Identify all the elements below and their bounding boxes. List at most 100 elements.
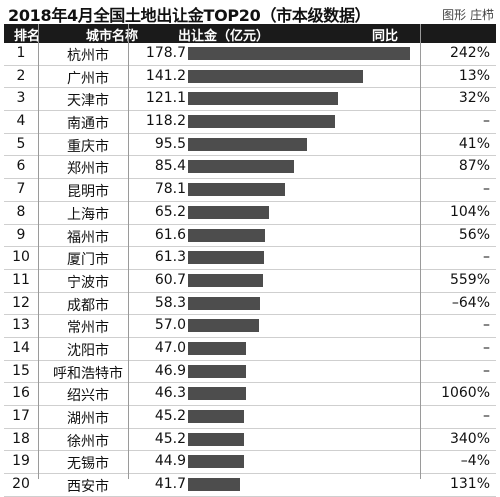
city-name: 沈阳市 — [67, 342, 109, 359]
city-name: 南通市 — [67, 116, 109, 133]
city-name: 无锡市 — [67, 456, 109, 473]
bar — [188, 69, 364, 83]
rank-cell: 16 — [12, 385, 30, 402]
yoy-cell: –4% — [460, 453, 490, 470]
city-name: 宁波市 — [67, 274, 109, 291]
header-rank: 排名 — [14, 29, 41, 44]
table-row: 3 天津市 121.1 32% — [4, 88, 496, 112]
credit: 图形 庄栉 — [442, 8, 494, 22]
yoy-cell: – — [483, 249, 490, 266]
bar — [188, 183, 286, 197]
yoy-cell: 32% — [458, 90, 490, 107]
divider — [128, 24, 129, 479]
city-name: 呼和浩特市 — [53, 365, 123, 382]
table-row: 14 沈阳市 47.0 – — [4, 338, 496, 361]
table-row: 13 常州市 57.0 – — [4, 315, 496, 338]
rank-cell: 1 — [16, 45, 26, 61]
rank-cell: 12 — [12, 294, 30, 311]
table-row: 16 绍兴市 46.3 1060% — [4, 383, 496, 406]
rank-cell: 5 — [16, 135, 26, 152]
rank-cell: 4 — [16, 113, 26, 130]
bar — [188, 160, 295, 174]
table-row: 7 昆明市 78.1 – — [4, 179, 496, 202]
value-label: 118.2 — [145, 113, 186, 130]
yoy-cell: – — [483, 362, 490, 379]
value-label: 45.2 — [154, 408, 186, 424]
city-name: 福州市 — [67, 229, 109, 246]
table-row: 6 郑州市 85.4 87% — [4, 156, 496, 180]
page: 2018年4月全国土地出让金TOP20（市本级数据） 图形 庄栉 排名 城市名称… — [4, 6, 496, 497]
value-label: 60.7 — [154, 271, 186, 288]
value-label: 45.2 — [154, 430, 186, 447]
bar — [188, 92, 339, 106]
header-value: 出让金（亿元） — [178, 29, 270, 44]
yoy-cell: 242% — [449, 45, 490, 61]
city-name: 昆明市 — [67, 184, 109, 201]
city-name: 天津市 — [67, 93, 109, 110]
table-row: 11 宁波市 60.7 559% — [4, 270, 496, 293]
table-row: 18 徐州市 45.2 340% — [4, 429, 496, 452]
yoy-cell: 87% — [458, 158, 490, 175]
city-name: 常州市 — [67, 320, 109, 337]
city-name: 广州市 — [67, 70, 109, 87]
yoy-cell: 41% — [458, 135, 490, 152]
bar — [188, 228, 265, 242]
bar — [188, 47, 410, 60]
table-row: 17 湖州市 45.2 – — [4, 406, 496, 429]
city-name: 徐州市 — [67, 433, 109, 450]
rank-cell: 13 — [12, 317, 30, 334]
city-name: 杭州市 — [67, 48, 109, 64]
table-row: 4 南通市 118.2 – — [4, 111, 496, 134]
yoy-cell: 131% — [449, 476, 490, 493]
table-row: 1 杭州市 178.7 242% — [4, 43, 496, 66]
rank-cell: 19 — [12, 453, 30, 470]
rank-cell: 3 — [16, 90, 26, 107]
city-name: 绍兴市 — [67, 388, 109, 405]
value-label: 47.0 — [154, 339, 186, 356]
rank-cell: 17 — [12, 408, 30, 424]
value-label: 44.9 — [154, 453, 186, 470]
bar — [188, 387, 246, 401]
divider — [38, 24, 39, 479]
city-name: 成都市 — [67, 297, 109, 314]
value-label: 65.2 — [154, 203, 186, 220]
bar — [188, 455, 244, 469]
yoy-cell: –64% — [451, 294, 490, 311]
bar — [188, 364, 247, 378]
bar — [188, 205, 269, 219]
value-label: 61.6 — [154, 226, 186, 243]
value-label: 46.9 — [154, 362, 186, 379]
header-city: 城市名称 — [86, 29, 139, 44]
yoy-cell: 559% — [449, 271, 490, 288]
value-label: 141.2 — [145, 67, 186, 84]
yoy-cell: – — [483, 339, 490, 356]
city-name: 重庆市 — [67, 138, 109, 155]
chart-title: 2018年4月全国土地出让金TOP20（市本级数据） — [8, 6, 371, 25]
rows-container: 1 杭州市 178.7 242% 2 广州市 141.2 13% 3 天津市 121.1 32% 4 南通… — [4, 43, 496, 497]
table-row: 20 西安市 41.7 131% — [4, 474, 496, 497]
bar — [188, 410, 245, 423]
bar — [188, 341, 247, 355]
table-row: 9 福州市 61.6 56% — [4, 225, 496, 248]
rank-cell: 11 — [12, 271, 30, 288]
bar — [188, 251, 265, 265]
rank-cell: 2 — [16, 67, 26, 84]
header-yoy: 同比 — [372, 29, 399, 44]
bar — [188, 478, 240, 492]
table-header: 排名 城市名称 出让金（亿元） 同比 — [4, 24, 496, 44]
yoy-cell: – — [483, 317, 490, 334]
value-label: 121.1 — [145, 90, 186, 107]
rank-cell: 8 — [16, 203, 26, 220]
table-row: 12 成都市 58.3 –64% — [4, 293, 496, 316]
city-name: 湖州市 — [67, 411, 109, 427]
yoy-cell: 13% — [458, 67, 490, 84]
city-name: 厦门市 — [67, 252, 109, 269]
value-label: 58.3 — [154, 294, 186, 311]
bar — [188, 432, 245, 446]
divider — [420, 24, 421, 479]
yoy-cell: 1060% — [441, 385, 490, 402]
rank-cell: 10 — [12, 249, 30, 266]
value-label: 46.3 — [154, 385, 186, 402]
value-label: 41.7 — [154, 476, 186, 493]
table-row: 15 呼和浩特市 46.9 – — [4, 361, 496, 384]
